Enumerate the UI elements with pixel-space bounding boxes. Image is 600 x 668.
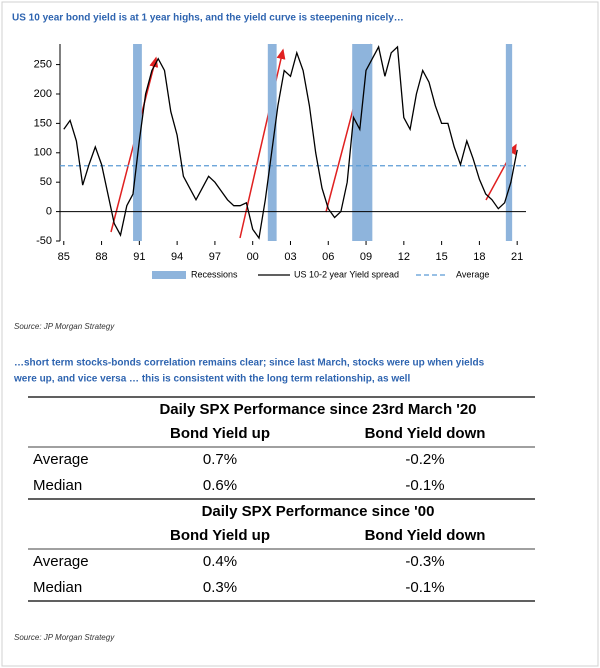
x-tick-label: 06 [322, 251, 334, 263]
table-cell: -0.1% [405, 477, 444, 494]
x-tick-label: 03 [284, 251, 296, 263]
recession-band [133, 44, 142, 241]
table-cell: 0.4% [203, 553, 237, 570]
y-tick-label: 50 [40, 176, 52, 188]
legend-label: Recessions [191, 269, 238, 279]
legend-swatch [152, 271, 186, 279]
y-tick-label: -50 [36, 235, 52, 247]
y-tick-label: 0 [46, 206, 52, 218]
table-cell: 0.3% [203, 579, 237, 596]
recession-band [352, 44, 373, 241]
row-label: Median [33, 579, 82, 596]
x-tick-label: 94 [171, 251, 183, 263]
recession-band [505, 44, 513, 241]
column-header: Bond Yield up [170, 527, 270, 544]
series-line [63, 45, 518, 240]
section-title: Daily SPX Performance since 23rd March '… [159, 401, 476, 418]
chart-title: US 10 year bond yield is at 1 year highs… [12, 13, 404, 24]
chart-source: Source: JP Morgan Strategy [14, 322, 115, 331]
column-header: Bond Yield up [170, 425, 270, 442]
table-caption: were up, and vice versa … this is consis… [13, 374, 410, 385]
x-tick-label: 12 [398, 251, 410, 263]
recession-band [267, 44, 277, 241]
table-cell: -0.1% [405, 579, 444, 596]
y-tick-label: 100 [34, 147, 52, 159]
table-cell: 0.7% [203, 451, 237, 468]
x-tick-label: 21 [511, 251, 523, 263]
y-tick-label: 150 [34, 117, 52, 129]
table-caption: …short term stocks-bonds correlation rem… [14, 358, 485, 369]
table-cell: 0.6% [203, 477, 237, 494]
x-tick-label: 09 [360, 251, 372, 263]
table-source: Source: JP Morgan Strategy [14, 633, 115, 642]
x-tick-label: 88 [95, 251, 107, 263]
row-label: Average [33, 553, 89, 570]
y-tick-label: 250 [34, 58, 52, 70]
legend-label: Average [456, 269, 489, 279]
row-label: Average [33, 451, 89, 468]
legend-label: US 10-2 year Yield spread [294, 269, 399, 279]
x-tick-label: 91 [133, 251, 145, 263]
column-header: Bond Yield down [365, 527, 486, 544]
section-title: Daily SPX Performance since '00 [202, 503, 435, 520]
row-label: Median [33, 477, 82, 494]
table-cell: -0.3% [405, 553, 444, 570]
table-cell: -0.2% [405, 451, 444, 468]
x-tick-label: 18 [473, 251, 485, 263]
x-tick-label: 97 [209, 251, 221, 263]
annotation-arrows [110, 43, 517, 239]
x-tick-label: 85 [58, 251, 70, 263]
x-tick-label: 15 [435, 251, 447, 263]
y-tick-label: 200 [34, 88, 52, 100]
x-tick-label: 00 [247, 251, 259, 263]
column-header: Bond Yield down [365, 425, 486, 442]
